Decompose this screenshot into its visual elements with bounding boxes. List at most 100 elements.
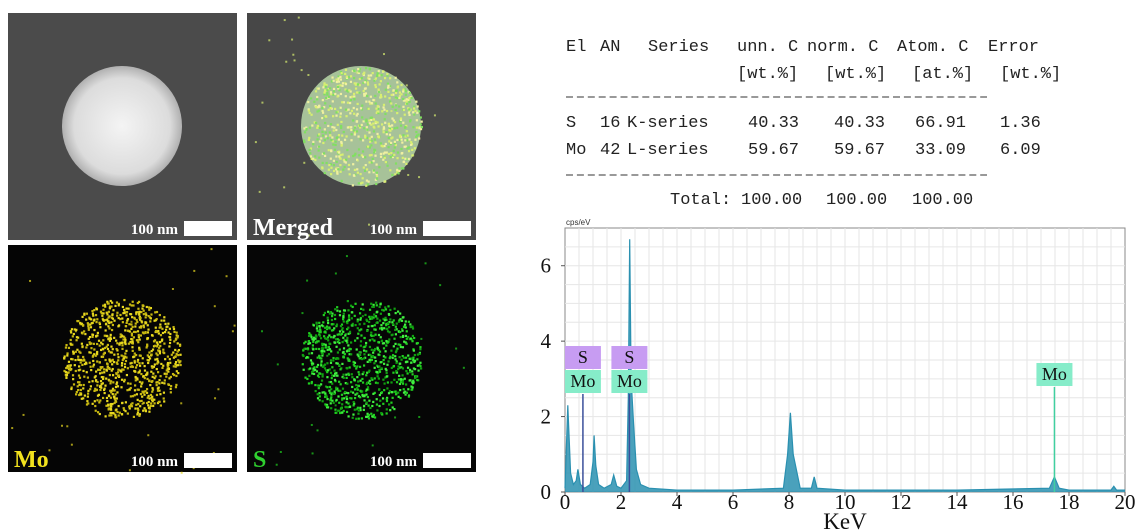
signal-dot xyxy=(357,148,361,151)
signal-dot xyxy=(315,370,319,373)
signal-dot xyxy=(335,371,338,375)
signal-dot xyxy=(331,312,334,315)
signal-dot xyxy=(357,380,360,383)
signal-dot xyxy=(94,404,97,408)
signal-dot xyxy=(156,401,160,405)
signal-dot xyxy=(96,384,99,387)
signal-dot xyxy=(350,324,353,327)
signal-dot xyxy=(89,342,92,346)
signal-dot xyxy=(363,127,366,130)
signal-dot xyxy=(399,312,402,315)
signal-dot xyxy=(370,412,373,415)
signal-dot xyxy=(410,96,413,100)
signal-dot xyxy=(124,339,127,342)
signal-dot xyxy=(323,93,326,96)
signal-dot xyxy=(138,364,142,367)
signal-dot xyxy=(318,133,321,136)
signal-dot xyxy=(170,353,173,356)
signal-dot xyxy=(152,372,155,375)
signal-dot xyxy=(134,384,137,387)
signal-dot xyxy=(340,323,344,326)
signal-dot xyxy=(405,162,408,165)
signal-dot xyxy=(367,370,370,373)
signal-dot xyxy=(411,386,414,389)
signal-dot xyxy=(72,383,76,386)
signal-dot xyxy=(336,150,340,154)
scale-bar xyxy=(423,453,471,468)
signal-dot xyxy=(77,369,80,372)
signal-dot xyxy=(328,334,331,337)
signal-dot xyxy=(395,89,398,92)
signal-dot xyxy=(386,381,389,384)
signal-dot xyxy=(409,119,412,122)
signal-dot xyxy=(113,401,116,405)
signal-dot xyxy=(409,323,412,326)
signal-dot xyxy=(391,136,394,139)
signal-dot xyxy=(102,353,105,356)
signal-dot xyxy=(345,410,349,414)
signal-dot xyxy=(375,301,378,304)
signal-dot xyxy=(135,311,138,314)
signal-dot xyxy=(71,343,74,346)
signal-dot xyxy=(398,167,401,170)
signal-dot xyxy=(413,359,417,362)
signal-dot xyxy=(340,393,344,396)
signal-dot xyxy=(376,73,379,76)
signal-dot xyxy=(96,350,99,354)
signal-dot xyxy=(377,377,380,380)
signal-dot xyxy=(312,336,316,339)
signal-dot xyxy=(334,357,338,360)
signal-dot xyxy=(405,98,408,101)
signal-dot xyxy=(108,339,111,342)
signal-dot xyxy=(330,107,333,110)
signal-dot xyxy=(119,369,123,372)
signal-dot xyxy=(388,357,391,360)
signal-dot xyxy=(419,116,422,119)
signal-dot xyxy=(109,360,112,363)
signal-dot xyxy=(82,397,85,400)
signal-dot xyxy=(107,325,110,328)
signal-dot xyxy=(130,332,133,335)
signal-dot xyxy=(345,395,348,398)
signal-dot xyxy=(341,340,344,344)
signal-dot xyxy=(166,325,169,328)
signal-dot xyxy=(101,355,105,358)
signal-dot xyxy=(78,381,81,384)
signal-dot xyxy=(135,364,139,367)
signal-dot xyxy=(177,354,180,357)
signal-dot xyxy=(373,391,376,394)
signal-dot xyxy=(123,408,126,412)
signal-dot xyxy=(106,320,110,323)
signal-dot xyxy=(105,311,108,314)
signal-dot xyxy=(145,388,149,391)
signal-dot xyxy=(102,339,105,342)
signal-dot xyxy=(338,155,341,158)
scale-label: 100 nm xyxy=(370,222,418,238)
signal-dot xyxy=(398,374,401,377)
signal-dot xyxy=(150,370,153,373)
signal-dot xyxy=(103,334,106,337)
signal-dot xyxy=(130,334,134,337)
signal-dot xyxy=(407,320,410,323)
signal-dot xyxy=(117,359,120,362)
signal-dot xyxy=(367,223,370,226)
signal-dot xyxy=(151,395,154,398)
signal-dot xyxy=(374,315,377,318)
signal-dot xyxy=(412,154,415,157)
signal-dot xyxy=(420,120,423,123)
signal-dot xyxy=(359,126,362,129)
signal-dot xyxy=(314,368,317,371)
signal-dot xyxy=(388,124,391,128)
signal-dot xyxy=(376,74,379,77)
signal-dot xyxy=(348,101,352,105)
signal-dot xyxy=(130,341,133,345)
signal-dot xyxy=(158,326,161,329)
signal-dot xyxy=(133,369,136,373)
x-tick-label: 12 xyxy=(891,490,912,514)
signal-dot xyxy=(109,407,112,410)
signal-dot xyxy=(177,348,181,352)
signal-dot xyxy=(417,133,420,136)
signal-dot xyxy=(150,402,153,405)
signal-dot xyxy=(152,365,156,368)
signal-dot xyxy=(93,309,96,312)
